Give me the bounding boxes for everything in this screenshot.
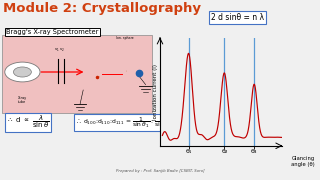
Text: $\therefore$ d$_{100}$:d$_{110}$:d$_{111}$ = $\dfrac{1}{\sin\theta_1}$ : $\dfrac: $\therefore$ d$_{100}$:d$_{110}$:d$_{111… [75,115,196,130]
FancyBboxPatch shape [2,35,152,112]
Text: $\therefore$ d $\propto$ $\dfrac{\lambda}{\sin\theta}$: $\therefore$ d $\propto$ $\dfrac{\lambda… [6,114,50,130]
Y-axis label: Ionization current (I): Ionization current (I) [153,64,158,120]
Text: 2 d sinθ = n λ: 2 d sinθ = n λ [211,13,264,22]
Text: Bragg's X-ray Spectrometer: Bragg's X-ray Spectrometer [6,29,99,35]
Circle shape [13,67,31,77]
Text: Glancing
angle (θ): Glancing angle (θ) [291,156,315,167]
Text: X-ray
tube: X-ray tube [18,96,27,104]
Text: Prepared by : Prof. Sanjib Badie [CSBIT, Soro]: Prepared by : Prof. Sanjib Badie [CSBIT,… [116,169,204,173]
Text: Module 2: Crystallography: Module 2: Crystallography [3,2,201,15]
Text: $s_1$ $s_2$: $s_1$ $s_2$ [54,47,65,54]
Circle shape [5,62,40,82]
Text: Ion. sphere: Ion. sphere [116,36,134,40]
